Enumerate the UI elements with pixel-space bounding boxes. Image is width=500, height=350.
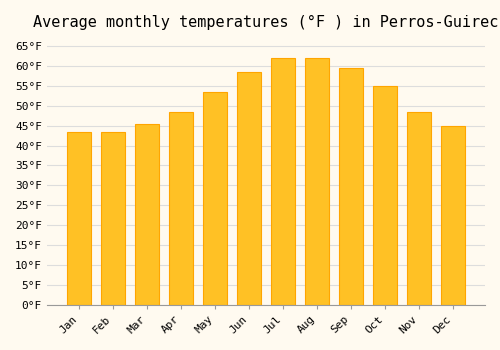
Bar <box>373 86 397 304</box>
Bar <box>339 68 363 304</box>
Bar <box>67 132 90 304</box>
Bar <box>135 124 158 304</box>
Bar <box>271 58 295 304</box>
Bar <box>305 58 329 304</box>
Bar <box>237 72 261 304</box>
Bar <box>442 126 465 304</box>
Bar <box>101 132 124 304</box>
Bar <box>203 92 227 304</box>
Title: Average monthly temperatures (°F ) in Perros-Guirec: Average monthly temperatures (°F ) in Pe… <box>33 15 498 30</box>
Bar <box>169 112 192 304</box>
Bar <box>407 112 431 304</box>
